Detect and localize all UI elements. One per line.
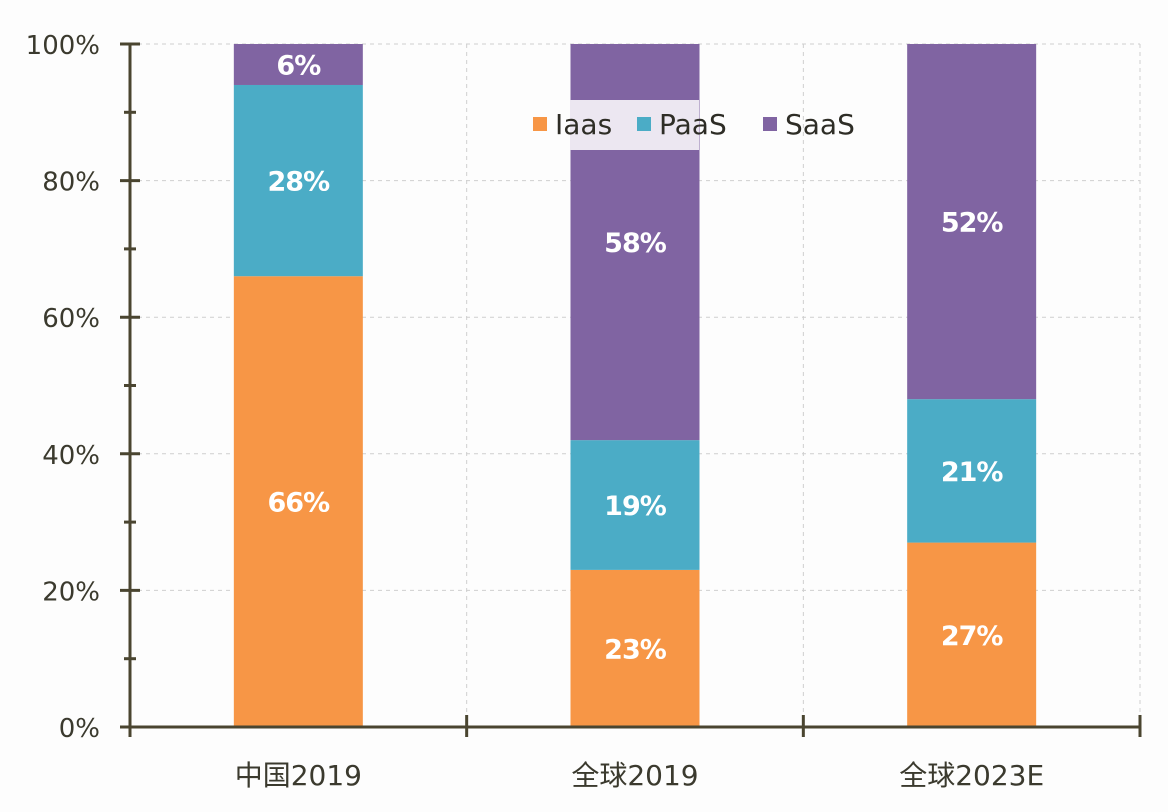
data-label: 66% (268, 488, 331, 519)
legend-background (570, 100, 699, 150)
bar-saas-2 (907, 44, 1037, 400)
data-label: 58% (604, 228, 667, 259)
axes (120, 42, 1142, 737)
y-tick-labels: 0% 20% 40% 60% 80% 100% (26, 31, 100, 744)
legend-label: Iaas (555, 108, 612, 141)
x-tick-labels: 中国2019 全球2019 全球2023E (235, 759, 1044, 792)
y-tick-label: 40% (42, 441, 100, 471)
bar-iaas-1 (570, 569, 700, 727)
x-category-label: 全球2019 (571, 759, 698, 792)
legend-swatch-iaas (533, 117, 547, 131)
bar-paas-1 (570, 440, 700, 570)
legend-swatch-paas (637, 117, 651, 131)
data-label: 23% (604, 634, 667, 665)
bar-iaas-2 (907, 542, 1037, 727)
y-tick-label: 60% (42, 304, 100, 334)
y-tick-label: 80% (42, 168, 100, 198)
data-label: 21% (941, 457, 1004, 488)
bar-iaas-0 (233, 276, 363, 727)
y-tick-label: 0% (59, 714, 100, 744)
data-label: 6% (276, 50, 321, 81)
y-tick-label: 100% (26, 31, 100, 61)
legend-label: PaaS (659, 108, 727, 141)
bar-saas-0 (233, 44, 363, 85)
data-label: 19% (604, 491, 667, 522)
bar-paas-0 (233, 84, 363, 277)
data-label: 28% (268, 167, 331, 198)
legend-swatch-saas (763, 117, 777, 131)
x-category-label: 全球2023E (899, 759, 1044, 792)
legend-label: SaaS (785, 108, 855, 141)
x-category-label: 中国2019 (235, 759, 362, 792)
y-tick-label: 20% (42, 577, 100, 607)
legend: Iaas PaaS SaaS (533, 100, 855, 150)
data-label: 27% (941, 621, 1004, 652)
data-label: 52% (941, 208, 1004, 239)
bar-paas-2 (907, 399, 1037, 543)
bars: 66% 28% 6% 23% 19% 58% 27% 21% 52% (233, 44, 1037, 727)
